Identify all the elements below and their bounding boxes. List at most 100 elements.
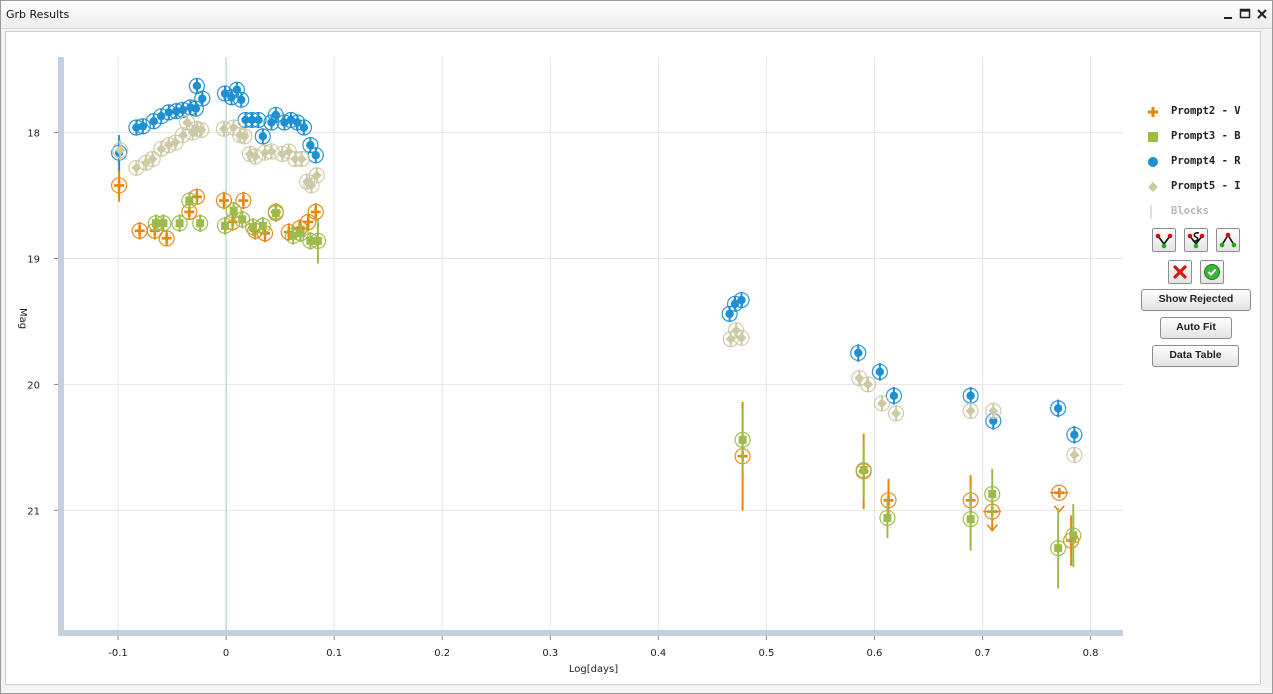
fit-a-button[interactable] — [1216, 228, 1240, 252]
auto-fit-button[interactable]: Auto Fit — [1160, 317, 1232, 339]
data-point — [299, 123, 309, 132]
data-point — [185, 196, 194, 205]
legend-label: Prompt3 - B — [1171, 130, 1241, 142]
content-panel: -0.1 0 0.1 0.2 0.3 0.4 0.5 0.6 0.7 0.8 18 19 20 21 Log… — [5, 31, 1261, 685]
data-point — [238, 215, 247, 224]
x-tick-label: 0.4 — [650, 648, 666, 659]
y-tick-label: 19 — [27, 254, 40, 265]
data-point — [115, 145, 126, 156]
x-tick-label: 0.7 — [975, 648, 991, 659]
data-point — [883, 495, 894, 506]
x-axis-title: Log[days] — [569, 664, 618, 675]
data-point — [218, 195, 229, 206]
data-point — [311, 151, 320, 160]
data-point — [177, 130, 188, 141]
data-point — [238, 195, 249, 206]
data-point — [854, 348, 863, 358]
fit-v-icon — [1155, 233, 1173, 249]
legend-label: Prompt2 - V — [1171, 105, 1241, 117]
data-point — [191, 104, 201, 113]
data-point — [891, 408, 902, 419]
maximize-icon[interactable] — [1238, 7, 1252, 21]
data-point — [988, 489, 997, 498]
legend-label: Prompt5 - I — [1171, 180, 1241, 192]
data-point — [1054, 544, 1063, 553]
data-point — [259, 147, 270, 158]
data-point — [196, 219, 205, 228]
data-point — [229, 206, 238, 215]
data-point — [147, 154, 158, 165]
upper-limit-arrow — [1053, 505, 1065, 513]
upper-limit-arrow — [986, 524, 998, 532]
legend-label: Prompt4 - R — [1171, 155, 1241, 167]
accept-button[interactable] — [1200, 260, 1224, 284]
data-point — [237, 95, 246, 105]
square-icon — [1148, 132, 1158, 142]
data-point — [311, 170, 322, 181]
title-bar[interactable]: Grb Results — [1, 1, 1272, 29]
x-tick-label: -0.1 — [108, 648, 128, 659]
data-point — [134, 225, 145, 236]
data-point — [859, 466, 868, 475]
reject-button[interactable] — [1168, 260, 1192, 284]
data-point — [883, 513, 892, 522]
fit-s-icon — [1187, 232, 1205, 249]
data-point — [965, 405, 976, 416]
green-check-icon — [1204, 264, 1220, 280]
x-tick-label: 0.2 — [434, 648, 450, 659]
data-point — [290, 154, 301, 165]
data-table-button[interactable]: Data Table — [1152, 345, 1239, 367]
data-point — [239, 131, 250, 142]
data-point — [159, 219, 168, 228]
data-point — [258, 221, 267, 230]
data-point — [313, 236, 322, 245]
data-point — [175, 219, 184, 228]
data-point — [172, 106, 181, 116]
data-point — [182, 117, 193, 128]
data-point — [966, 391, 975, 400]
minimize-icon[interactable] — [1221, 7, 1235, 21]
data-point — [966, 515, 975, 524]
data-point — [271, 110, 280, 120]
x-tick-label: 0.6 — [867, 648, 883, 659]
data-point — [198, 94, 207, 103]
legend-label: Blocks — [1171, 205, 1209, 217]
diamond-icon — [1148, 182, 1158, 192]
data-point — [249, 223, 258, 232]
data-point — [241, 115, 250, 125]
data-point — [736, 332, 747, 343]
data-point — [247, 115, 257, 125]
data-point — [875, 367, 885, 377]
light-curve-chart[interactable]: -0.1 0 0.1 0.2 0.3 0.4 0.5 0.6 0.7 0.8 18 19 20 21 Log… — [6, 32, 1136, 684]
x-tick-label: 0.5 — [758, 648, 774, 659]
data-point — [196, 125, 207, 136]
data-point — [988, 405, 999, 416]
red-x-icon — [1173, 265, 1187, 279]
data-point — [132, 123, 141, 132]
show-rejected-button[interactable]: Show Rejected — [1141, 289, 1251, 311]
circle-icon — [1148, 157, 1158, 167]
y-tick-label: 20 — [27, 380, 40, 391]
data-point — [310, 206, 321, 217]
y-tick-label: 18 — [27, 129, 40, 140]
data-point — [283, 146, 294, 157]
line-icon — [1150, 205, 1152, 219]
data-point — [138, 122, 148, 131]
data-point — [877, 398, 888, 409]
data-point — [989, 416, 998, 426]
fit-s-button[interactable] — [1184, 228, 1208, 252]
data-point — [725, 309, 734, 319]
data-point — [854, 373, 865, 384]
data-point — [1069, 449, 1080, 460]
data-point — [232, 85, 242, 94]
data-point — [221, 221, 230, 230]
x-tick-label: 0.1 — [326, 648, 342, 659]
close-icon[interactable] — [1255, 7, 1269, 21]
data-point — [303, 216, 314, 227]
fit-a-icon — [1219, 232, 1237, 248]
fit-v-button[interactable] — [1152, 228, 1176, 252]
data-point — [271, 209, 280, 218]
data-point — [1069, 531, 1078, 540]
data-point — [258, 132, 268, 141]
